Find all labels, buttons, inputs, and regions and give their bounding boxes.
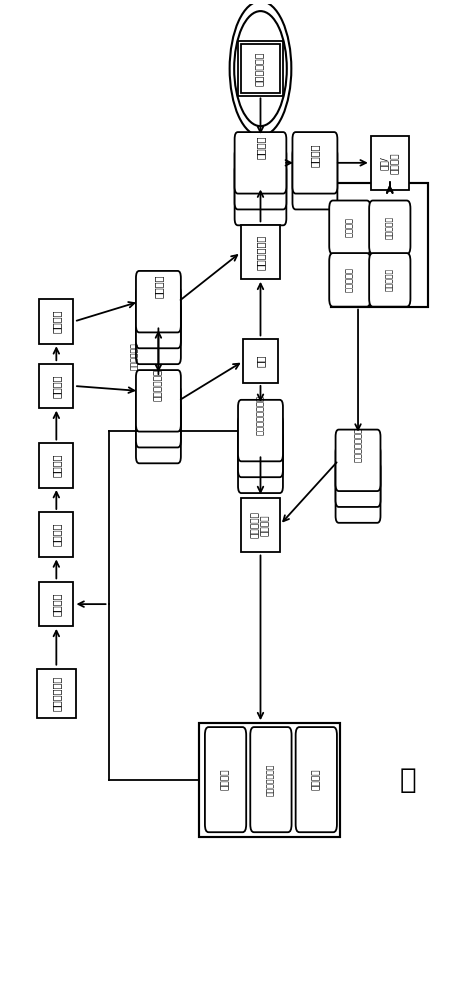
Text: 客制化发布: 客制化发布 <box>385 216 394 239</box>
Bar <box>39 512 73 557</box>
Text: 质量更新生成: 质量更新生成 <box>256 51 265 86</box>
Text: 智能清洗: 智能清洗 <box>51 523 61 546</box>
FancyBboxPatch shape <box>235 148 286 209</box>
Text: 编译/
增量编译: 编译/ 增量编译 <box>380 152 400 174</box>
Text: 决策控制: 决策控制 <box>312 769 321 790</box>
Text: 🚗: 🚗 <box>400 766 416 794</box>
Bar <box>243 339 278 383</box>
Text: 在线高精度
动态地图: 在线高精度 动态地图 <box>251 511 270 538</box>
FancyBboxPatch shape <box>136 303 181 364</box>
Bar <box>241 225 280 279</box>
Text: 实时发布: 实时发布 <box>346 217 354 237</box>
Bar <box>39 582 73 626</box>
FancyBboxPatch shape <box>235 132 286 194</box>
Bar <box>39 443 73 488</box>
FancyBboxPatch shape <box>136 287 181 348</box>
FancyBboxPatch shape <box>136 271 181 332</box>
Text: 增量式发布: 增量式发布 <box>385 268 394 291</box>
Bar <box>238 41 283 96</box>
Text: 感知计算: 感知计算 <box>221 769 230 790</box>
FancyBboxPatch shape <box>136 370 181 432</box>
Text: 融合连接计算: 融合连接计算 <box>130 342 140 370</box>
FancyBboxPatch shape <box>335 430 381 491</box>
FancyBboxPatch shape <box>292 148 337 209</box>
Text: 信息汇聚: 信息汇聚 <box>51 592 61 616</box>
FancyBboxPatch shape <box>250 727 292 832</box>
Text: 基础数据: 基础数据 <box>153 274 164 298</box>
FancyBboxPatch shape <box>136 402 181 463</box>
Text: 动态交通信息: 动态交通信息 <box>51 676 61 711</box>
FancyBboxPatch shape <box>136 386 181 447</box>
FancyBboxPatch shape <box>235 164 286 225</box>
FancyBboxPatch shape <box>296 727 337 832</box>
FancyBboxPatch shape <box>335 461 381 523</box>
FancyBboxPatch shape <box>335 445 381 507</box>
Text: 聚合分类: 聚合分类 <box>51 454 61 477</box>
Text: 动态信息数据: 动态信息数据 <box>154 369 163 401</box>
Bar <box>37 669 76 718</box>
FancyBboxPatch shape <box>329 253 371 307</box>
Text: 附加数据: 附加数据 <box>310 143 320 167</box>
FancyBboxPatch shape <box>329 201 371 254</box>
FancyBboxPatch shape <box>238 432 283 493</box>
FancyBboxPatch shape <box>238 416 283 477</box>
FancyBboxPatch shape <box>205 727 246 832</box>
Text: 在线高精度地图: 在线高精度地图 <box>353 427 363 462</box>
Bar <box>39 364 73 408</box>
FancyBboxPatch shape <box>292 132 337 194</box>
Text: 数据编码: 数据编码 <box>51 374 61 398</box>
FancyBboxPatch shape <box>369 201 410 254</box>
Bar <box>39 299 73 344</box>
FancyBboxPatch shape <box>369 253 410 307</box>
Text: 基础数据: 基础数据 <box>255 135 266 159</box>
Text: 实时动态信息服务: 实时动态信息服务 <box>256 395 265 435</box>
Text: 质量更新生成: 质量更新生成 <box>255 51 266 86</box>
Bar <box>199 723 340 837</box>
Bar <box>331 183 428 307</box>
Bar <box>371 136 409 190</box>
Text: 位置参考: 位置参考 <box>51 310 61 333</box>
Text: 高精度地图引擎: 高精度地图引擎 <box>267 763 275 796</box>
Bar <box>241 498 280 552</box>
Text: 发布: 发布 <box>255 355 266 367</box>
FancyBboxPatch shape <box>238 400 283 461</box>
Bar <box>241 44 280 93</box>
Text: 全量式发布: 全量式发布 <box>346 267 354 292</box>
Text: 动态差分信息: 动态差分信息 <box>255 234 266 270</box>
